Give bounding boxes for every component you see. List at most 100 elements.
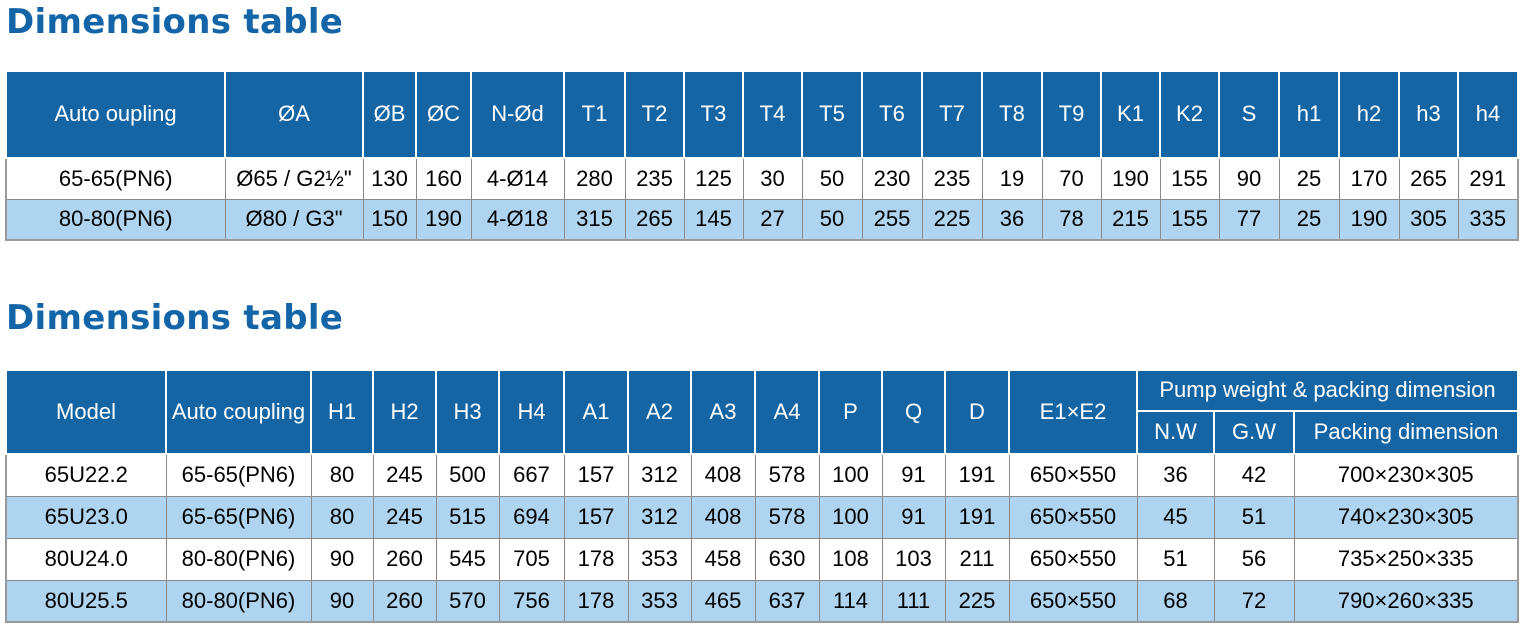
cell: 353 [627,537,692,581]
cell: 80 [310,495,374,539]
column-header: T6 [861,70,923,159]
cell: 100 [818,495,883,539]
cell: 125 [683,157,744,200]
column-header: N.W [1136,410,1215,455]
cell: 178 [563,537,629,581]
cell: 190 [1338,198,1400,241]
column-header: E1×E2 [1008,369,1138,455]
cell: 353 [627,579,692,623]
column-header: Auto oupling [5,70,226,159]
column-header: T8 [981,70,1043,159]
cell: 111 [881,579,946,623]
cell: 80-80(PN6) [5,198,226,241]
cell: 160 [415,157,472,200]
cell: 458 [690,537,756,581]
column-header: P [818,369,883,455]
cell: 36 [981,198,1043,241]
cell: 90 [310,579,374,623]
column-header: T2 [624,70,685,159]
column-header: ØB [362,70,417,159]
cell: 211 [944,537,1010,581]
cell: 91 [881,453,946,497]
column-header: T5 [801,70,863,159]
cell: 145 [683,198,744,241]
column-header: A2 [627,369,692,455]
cell: 103 [881,537,946,581]
cell: 170 [1338,157,1400,200]
cell: 191 [944,495,1010,539]
cell: 545 [435,537,500,581]
cell: 50 [801,198,863,241]
cell: Ø80 / G3" [224,198,364,241]
cell: 500 [435,453,500,497]
cell: 230 [861,157,923,200]
cell: 260 [372,579,437,623]
column-header: h1 [1278,70,1340,159]
cell: 305 [1398,198,1459,241]
cell: 225 [944,579,1010,623]
cell: 740×230×305 [1293,495,1519,539]
cell: 178 [563,579,629,623]
column-header: H4 [498,369,565,455]
column-header: H1 [310,369,374,455]
column-header: T4 [742,70,803,159]
cell: 756 [498,579,565,623]
cell: 735×250×335 [1293,537,1519,581]
cell: 90 [1218,157,1280,200]
data-row: 80U24.0 80-80(PN6) 90 260 545 705 178 353 458 630… [5,537,1519,581]
cell: 291 [1457,157,1519,200]
dimensions-table: Model Auto coupling H1 H2 H3 H4 A1 A2 A3 A4 P Q D E1×… [5,369,1519,623]
cell: 190 [1100,157,1161,200]
cell: 312 [627,495,692,539]
cell: 51 [1136,537,1215,581]
cell: 78 [1041,198,1102,241]
cell: 65U22.2 [5,453,167,497]
cell: 36 [1136,453,1215,497]
cell: 68 [1136,579,1215,623]
cell: 80-80(PN6) [165,537,312,581]
column-header: D [944,369,1010,455]
title: Dimensions table [6,2,344,42]
cell: 91 [881,495,946,539]
cell: 515 [435,495,500,539]
cell: 215 [1100,198,1161,241]
data-row: 80-80(PN6) Ø80 / G3" 150 190 4-Ø18 315 265 145 2… [5,198,1519,241]
cell: 80U24.0 [5,537,167,581]
cell: 265 [1398,157,1459,200]
cell: 700×230×305 [1293,453,1519,497]
cell: 650×550 [1008,453,1138,497]
cell: 90 [310,537,374,581]
cell: 790×260×335 [1293,579,1519,623]
cell: 157 [563,453,629,497]
cell: 30 [742,157,803,200]
column-header: Packing dimension [1293,410,1519,455]
data-row: 80U25.5 80-80(PN6) 90 260 570 756 178 353 465 637… [5,579,1519,623]
cell: 114 [818,579,883,623]
cell: 4-Ø18 [470,198,565,241]
cell: 315 [563,198,626,241]
cell: 45 [1136,495,1215,539]
cell: 27 [742,198,803,241]
cell: 578 [754,453,820,497]
cell: 155 [1159,157,1220,200]
cell: 235 [624,157,685,200]
column-header: K1 [1100,70,1161,159]
column-header: h4 [1457,70,1519,159]
cell: 694 [498,495,565,539]
cell: 235 [921,157,983,200]
cell: 65U23.0 [5,495,167,539]
cell: 150 [362,198,417,241]
cell: 260 [372,537,437,581]
cell: 578 [754,495,820,539]
column-header: ØC [415,70,472,159]
column-header: ØA [224,70,364,159]
cell: 4-Ø14 [470,157,565,200]
column-header: H2 [372,369,437,455]
cell: 155 [1159,198,1220,241]
cell: 650×550 [1008,579,1138,623]
column-header: G.W [1213,410,1295,455]
cell: 80 [310,453,374,497]
cell: 130 [362,157,417,200]
column-header: Auto coupling [165,369,312,455]
